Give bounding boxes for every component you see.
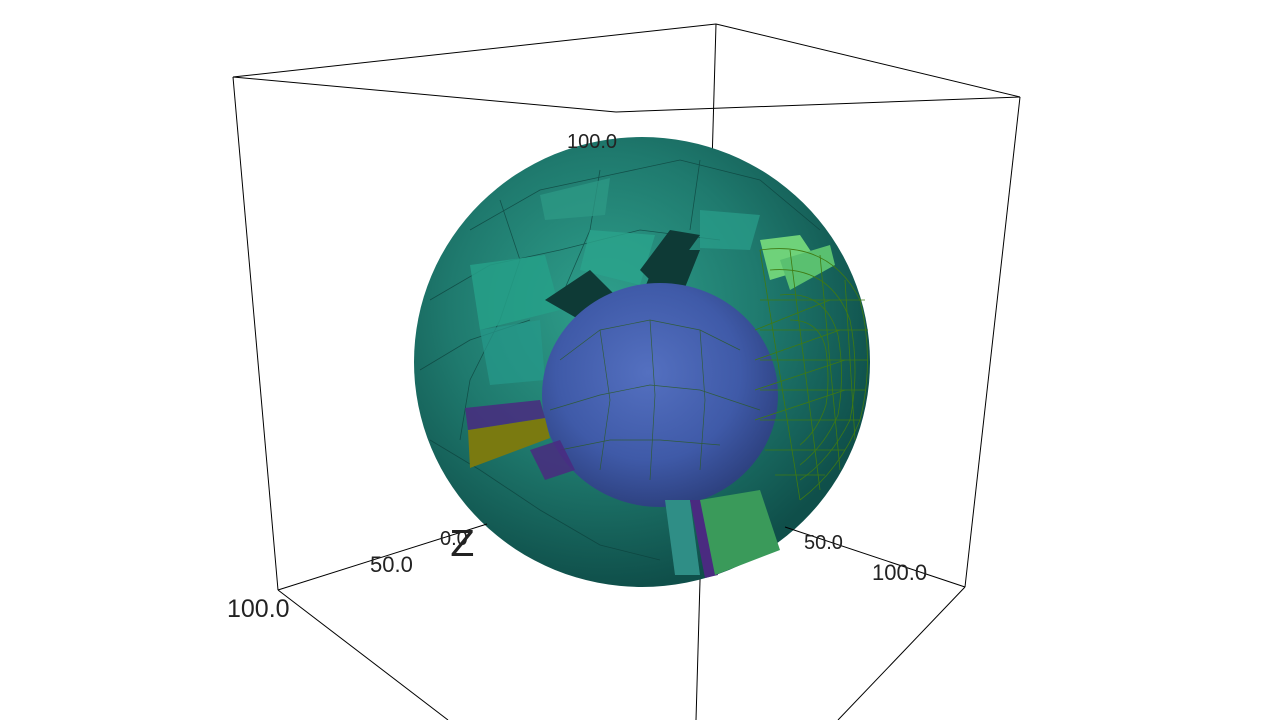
y-axis-tick-50: 50.0 [370, 552, 413, 577]
y-axis-tick-0: 0.0 [440, 528, 468, 550]
bounding-box-front [232, 76, 1021, 720]
z-axis-title: Z [450, 524, 475, 565]
axis-labels: 100.0 0.0 50.0 100.0 50.0 100.0 Z [227, 131, 927, 623]
y-axis-tick-100: 100.0 [227, 595, 290, 623]
core-facets [549, 319, 761, 481]
inner-core[interactable] [542, 283, 778, 507]
wireframe-shell [754, 248, 868, 501]
shell-highlight-facets [470, 178, 760, 385]
z-axis-tick-100: 100.0 [567, 131, 617, 153]
x-axis-tick-50: 50.0 [804, 532, 843, 554]
x-axis-tick-100: 100.0 [872, 560, 927, 585]
